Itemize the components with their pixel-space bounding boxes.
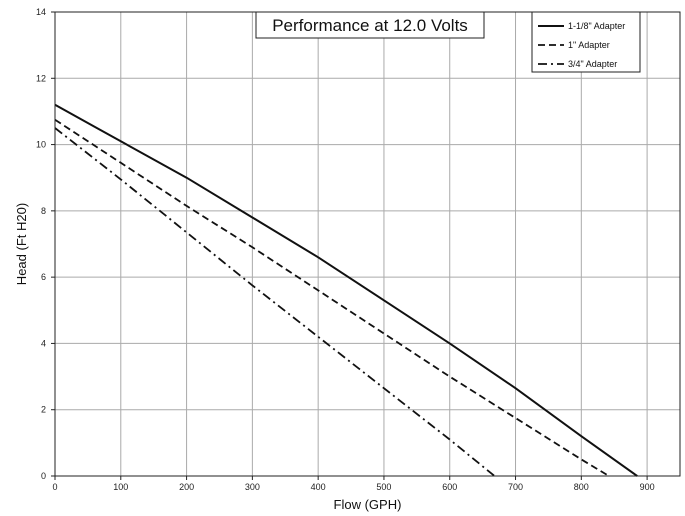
x-tick-label: 900: [640, 482, 655, 492]
x-tick-label: 200: [179, 482, 194, 492]
x-tick-label: 600: [442, 482, 457, 492]
x-tick-label: 300: [245, 482, 260, 492]
x-tick-label: 800: [574, 482, 589, 492]
chart-title: Performance at 12.0 Volts: [272, 16, 468, 35]
x-axis-label: Flow (GPH): [334, 497, 402, 512]
x-tick-label: 100: [113, 482, 128, 492]
title-frame: [255, 11, 485, 39]
x-tick-label: 0: [52, 482, 57, 492]
y-axis-ticks: 0 2 4 6 8 10 12 14: [36, 7, 55, 481]
x-tick-label: 400: [311, 482, 326, 492]
y-tick-label: 8: [41, 206, 46, 216]
grid: [55, 12, 680, 476]
legend-label-1-adapter: 1" Adapter: [568, 40, 610, 50]
series-line-1-adapter: [54, 118, 610, 477]
legend-items: 1-1/8" Adapter 1" Adapter 3/4" Adapter: [538, 21, 625, 69]
y-tick-label: 6: [41, 272, 46, 282]
y-tick-label: 14: [36, 7, 46, 17]
legend-label-3-4-adapter: 3/4" Adapter: [568, 59, 617, 69]
x-tick-label: 500: [376, 482, 391, 492]
legend-frame: [531, 11, 641, 73]
y-tick-label: 4: [41, 338, 46, 348]
plot-frame: [54, 11, 681, 477]
y-tick-label: 12: [36, 73, 46, 83]
legend-label-1-1-8-adapter: 1-1/8" Adapter: [568, 21, 625, 31]
x-tick-label: 700: [508, 482, 523, 492]
y-tick-label: 10: [36, 140, 46, 150]
y-tick-label: 0: [41, 471, 46, 481]
chart-title-box: Performance at 12.0 Volts: [255, 11, 485, 39]
series-line-1-1-8-adapter: [54, 103, 638, 477]
legend: 1-1/8" Adapter 1" Adapter 3/4" Adapter: [531, 11, 641, 73]
y-axis-label: Head (Ft H20): [14, 203, 29, 285]
series-lines: [54, 103, 638, 477]
x-axis-ticks: 0 100 200 300 400 500 600 700 800 900: [52, 476, 655, 492]
y-tick-label: 2: [41, 405, 46, 415]
series-line-3-4-adapter: [54, 127, 496, 477]
